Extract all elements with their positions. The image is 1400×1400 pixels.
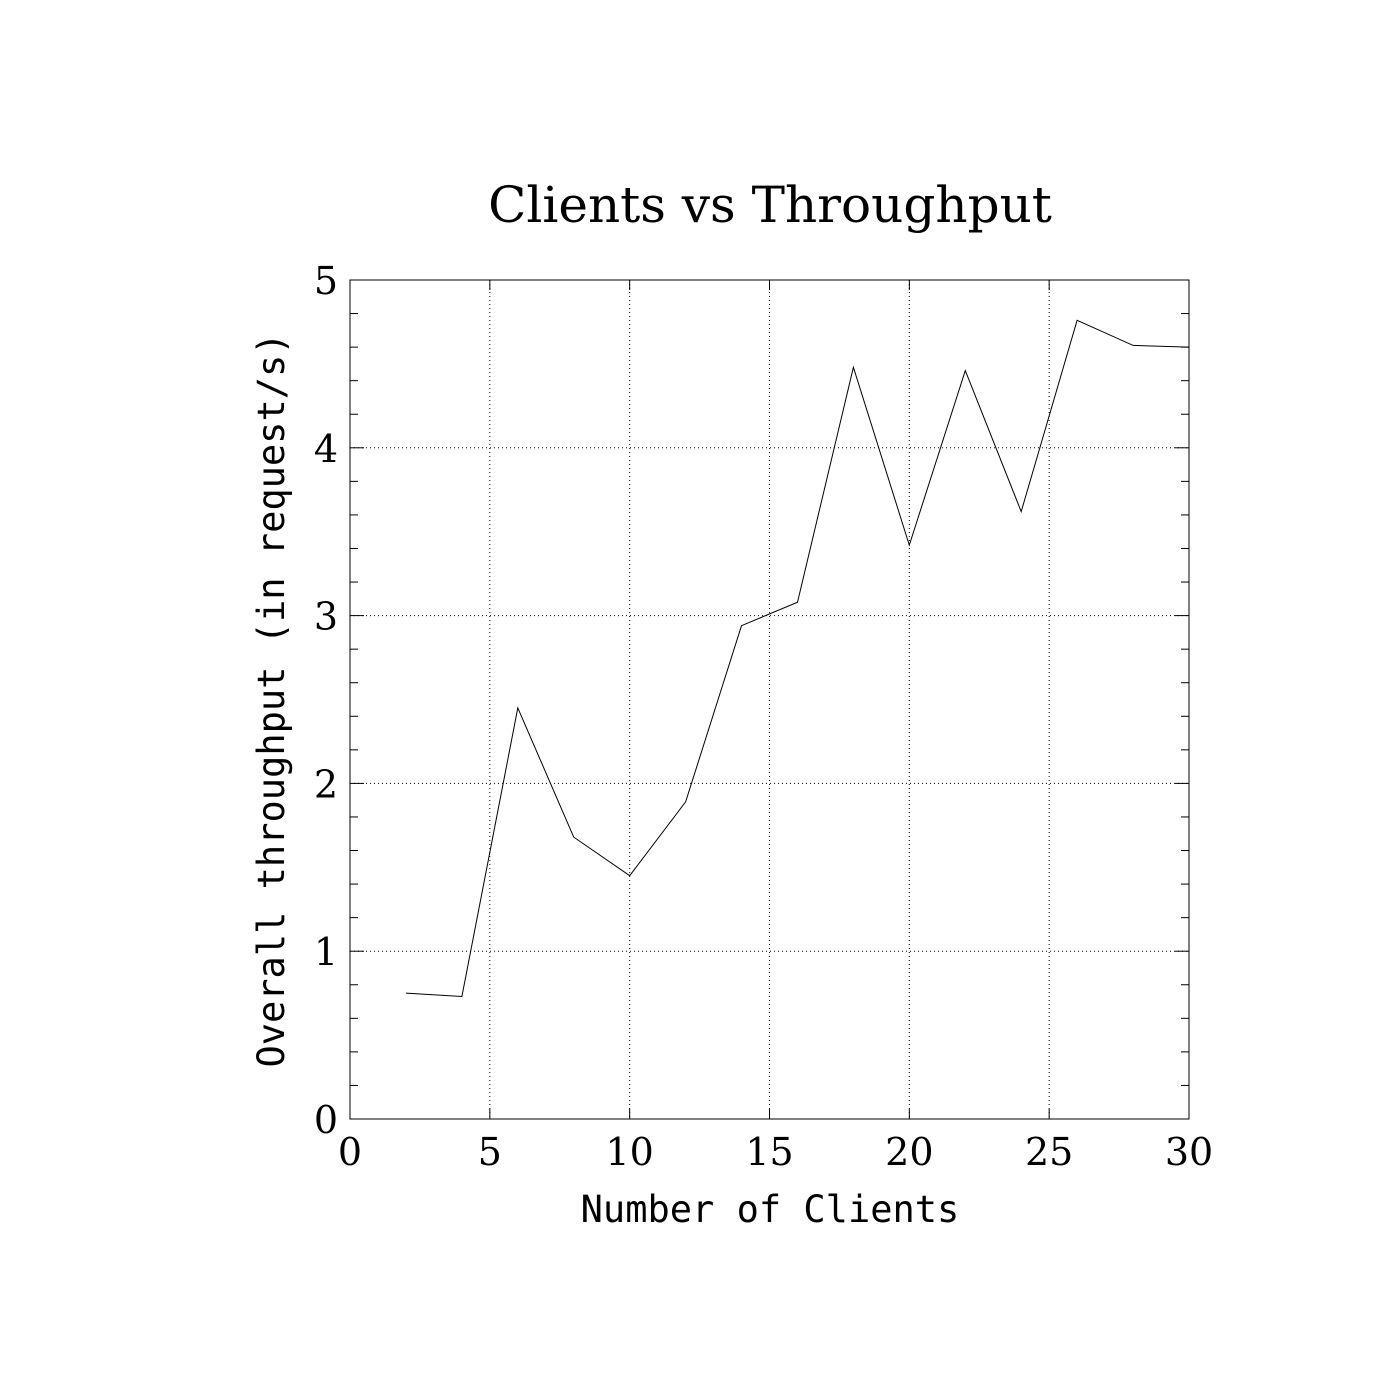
chart-title: Clients vs Throughput — [488, 176, 1052, 234]
x-tick-label: 5 — [478, 1130, 502, 1174]
y-tick-label: 3 — [314, 595, 338, 639]
y-tick-label: 0 — [314, 1098, 338, 1142]
y-tick-label: 4 — [314, 427, 338, 471]
x-tick-label: 15 — [745, 1130, 793, 1174]
grid — [350, 280, 1189, 1119]
y-tick-label: 1 — [314, 930, 338, 974]
x-axis-label: Number of Clients — [581, 1188, 960, 1231]
ticks — [349, 279, 1190, 1120]
y-tick-label: 5 — [314, 259, 338, 303]
x-tick-label: 10 — [605, 1130, 653, 1174]
x-tick-label: 20 — [885, 1130, 933, 1174]
series-group — [405, 319, 1190, 998]
tick-labels: 0 5 10 15 20 25 30 0 1 2 3 4 5 — [314, 259, 1213, 1174]
y-tick-label: 2 — [314, 762, 338, 806]
y-axis-label: Overall throughput (in request/s) — [250, 332, 293, 1067]
x-tick-label: 25 — [1025, 1130, 1073, 1174]
x-tick-label: 30 — [1165, 1130, 1213, 1174]
x-tick-label: 0 — [338, 1130, 362, 1174]
series-line — [405, 319, 1190, 998]
plot-area — [349, 279, 1190, 1120]
